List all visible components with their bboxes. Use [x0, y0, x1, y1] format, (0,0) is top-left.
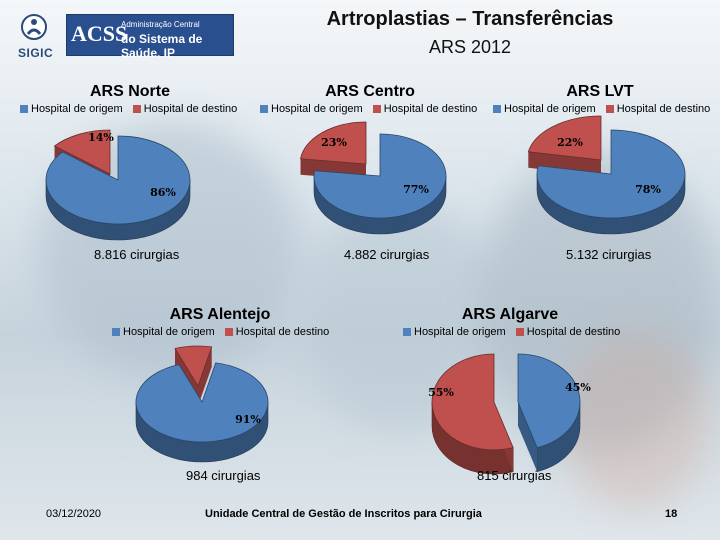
chart-title-centro: ARS Centro — [325, 83, 415, 100]
pie-4: 45% 55% — [428, 353, 591, 475]
page-subtitle: ARS 2012 — [428, 37, 512, 57]
legend-lvt: Hospital de origem Hospital de destino — [493, 103, 710, 115]
surgery-count-norte: 8.816 cirurgias — [94, 247, 180, 262]
legend-label: Hospital de origem — [31, 103, 123, 115]
legend-label: Hospital de destino — [526, 326, 621, 338]
legend-swatch-destino — [605, 105, 614, 113]
pie-slice-origem — [313, 133, 447, 219]
legend-item-origem: Hospital de origem — [260, 103, 363, 115]
legend-label: Hospital de destino — [235, 326, 330, 338]
pie-data-label: 77% — [403, 183, 429, 196]
legend-swatch-origem — [112, 328, 120, 336]
pie-2: 78% 22% — [527, 115, 686, 235]
legend-swatch-destino — [224, 328, 233, 336]
legend-label: Hospital de destino — [143, 103, 238, 115]
legend-centro: Hospital de origem Hospital de destino — [260, 103, 477, 115]
legend-item-destino: Hospital de destino — [605, 103, 711, 115]
sigic-logo-text: SIGIC — [18, 46, 54, 60]
pie-data-label: 55% — [428, 386, 454, 399]
pie-data-label: 23% — [321, 136, 347, 149]
pie-data-label: 45% — [565, 381, 591, 394]
pie-slice-destino — [53, 129, 111, 175]
pie-data-label: 22% — [557, 136, 583, 149]
pie-slice-destino — [431, 353, 514, 451]
legend-item-origem: Hospital de origem — [112, 326, 215, 338]
pie-slice-origem — [135, 362, 269, 443]
legend-swatch-origem — [260, 105, 268, 113]
pie-data-label: 14% — [88, 131, 114, 144]
legend-item-origem: Hospital de origem — [493, 103, 596, 115]
legend-label: Hospital de origem — [414, 326, 506, 338]
pie-slice-origem — [45, 135, 191, 225]
legend-algarve: Hospital de origem Hospital de destino — [403, 326, 620, 338]
chart-title-alentejo: ARS Alentejo — [169, 306, 271, 323]
legend-item-destino: Hospital de destino — [372, 103, 478, 115]
legend-item-origem: Hospital de origem — [403, 326, 506, 338]
chart-title-lvt: ARS LVT — [566, 83, 634, 100]
logo-area: SIGIC ACSS Administração Central do Sist… — [8, 10, 234, 60]
acss-logo-word: ACSS — [71, 21, 128, 46]
pie-data-label: 91% — [235, 413, 261, 426]
legend-label: Hospital de origem — [123, 326, 215, 338]
footer-date: 03/12/2020 — [46, 508, 102, 520]
page-title: Artroplastias – Transferências — [326, 8, 614, 30]
legend-swatch-origem — [20, 105, 28, 113]
chart-title-norte: ARS Norte — [89, 83, 170, 100]
legend-label: Hospital de destino — [383, 103, 478, 115]
chart-title-algarve: ARS Algarve — [461, 306, 559, 323]
acss-logo-line2: do Sistema de Saúde, IP — [121, 32, 203, 60]
pie-slice-face — [198, 346, 212, 406]
legend-swatch-destino — [132, 105, 141, 113]
pie-slice-face — [528, 151, 601, 176]
legend-alentejo: Hospital de origem Hospital de destino — [112, 326, 329, 338]
surgery-count-lvt: 5.132 cirurgias — [566, 247, 652, 262]
surgery-count-alentejo: 984 cirurgias — [186, 468, 261, 483]
legend-label: Hospital de destino — [616, 103, 711, 115]
legend-item-origem: Hospital de origem — [20, 103, 123, 115]
pie-slice-origem — [517, 353, 581, 449]
pie-slice-destino — [300, 121, 367, 165]
acss-logo: ACSS Administração Central do Sistema de… — [66, 14, 234, 60]
sigic-logo-icon — [21, 14, 47, 40]
legend-item-destino: Hospital de destino — [515, 326, 621, 338]
legend-label: Hospital de origem — [504, 103, 596, 115]
acss-logo-line1: Administração Central — [121, 20, 200, 29]
pie-0: 86% 14% — [45, 129, 191, 241]
surgery-count-algarve: 815 cirurgias — [477, 468, 552, 483]
legend-swatch-destino — [515, 328, 524, 336]
page-number: 18 — [665, 508, 678, 520]
pie-1: 77% 23% — [300, 121, 447, 235]
legend-item-destino: Hospital de destino — [224, 326, 330, 338]
background-figure — [560, 330, 710, 510]
legend-norte: Hospital de origem Hospital de destino — [20, 103, 237, 115]
legend-label: Hospital de origem — [271, 103, 363, 115]
pie-slice-destino — [527, 115, 602, 161]
pie-data-label: 78% — [635, 183, 661, 196]
legend-item-destino: Hospital de destino — [132, 103, 238, 115]
surgery-count-centro: 4.882 cirurgias — [344, 247, 430, 262]
legend-swatch-destino — [372, 105, 381, 113]
pie-data-label: 86% — [150, 186, 176, 199]
legend-swatch-origem — [403, 328, 411, 336]
pie-slice-origem — [536, 129, 686, 219]
pie-slice-destino — [174, 345, 213, 387]
pie-slice-face — [518, 402, 538, 472]
legend-swatch-origem — [493, 105, 501, 113]
pie-3: 91% — [135, 345, 269, 463]
footer-org: Unidade Central de Gestão de Inscritos p… — [205, 508, 482, 520]
